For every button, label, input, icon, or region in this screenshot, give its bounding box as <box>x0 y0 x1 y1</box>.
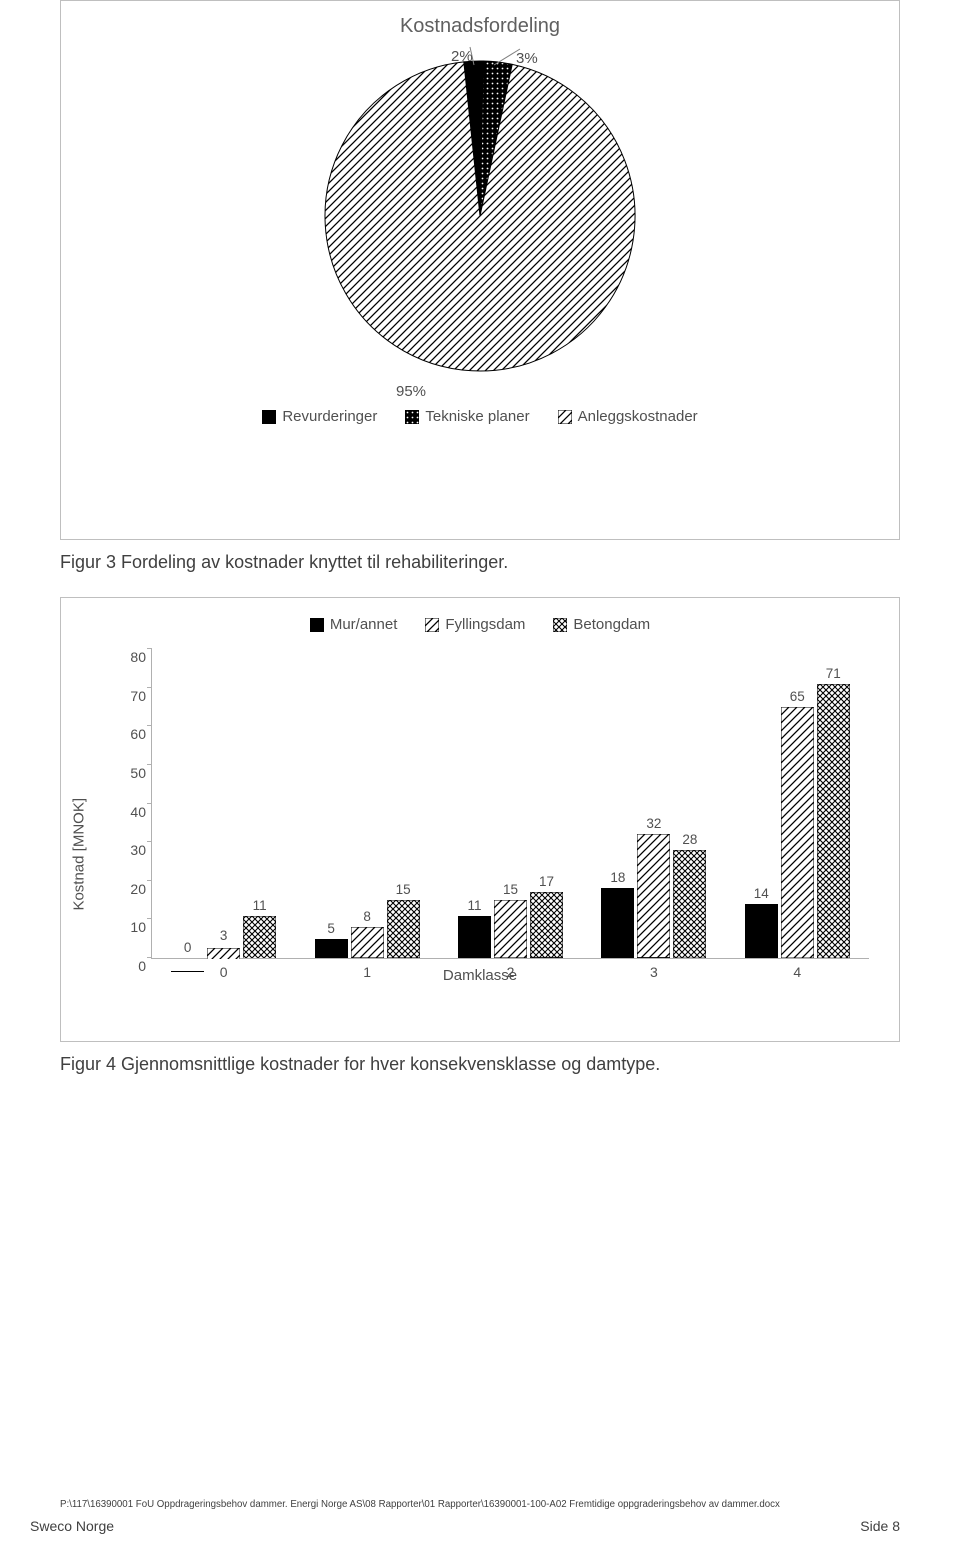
bar-value-label: 28 <box>682 832 697 847</box>
ytick-mark <box>147 648 152 649</box>
pie-legend-item: Revurderinger <box>262 408 377 425</box>
ytick-mark <box>147 725 152 726</box>
bar-value-label: 3 <box>220 928 228 943</box>
ytick-label: 40 <box>116 804 146 820</box>
bar-value-label: 71 <box>826 666 841 681</box>
pie-svg <box>310 46 650 386</box>
swatch-diag-icon <box>425 618 439 632</box>
bar: 71 <box>817 684 850 958</box>
pie-legend: Revurderinger Tekniske planer Anleggskos… <box>61 408 899 441</box>
bar-value-label: 65 <box>790 689 805 704</box>
pie-legend-label: Revurderinger <box>282 408 377 425</box>
ytick-label: 80 <box>116 649 146 665</box>
bar: 5 <box>315 939 348 958</box>
figure4-caption: Figur 4 Gjennomsnittlige kostnader for h… <box>60 1054 900 1075</box>
bar: 28 <box>673 850 706 958</box>
ytick-mark <box>147 764 152 765</box>
bar-value-label: 11 <box>253 898 267 913</box>
bar: 11 <box>243 916 276 958</box>
bar-value-label: 14 <box>754 886 769 901</box>
bar: 32 <box>637 834 670 958</box>
ytick-mark <box>147 803 152 804</box>
bar-value-label: 32 <box>646 816 661 831</box>
xtick-label: 0 <box>220 964 228 980</box>
swatch-diag-icon <box>558 410 572 424</box>
ytick-mark <box>147 841 152 842</box>
xtick-label: 2 <box>507 964 515 980</box>
bar-legend-label: Mur/annet <box>330 616 398 633</box>
pie-legend-item: Tekniske planer <box>405 408 529 425</box>
bar-legend: Mur/annet Fyllingsdam Betongdam <box>61 598 899 639</box>
bar-xlabel: Damklasse <box>61 967 899 996</box>
ytick-label: 10 <box>116 919 146 935</box>
ytick-label: 60 <box>116 726 146 742</box>
bar-chart-box: Mur/annet Fyllingsdam Betongdam Kostnad … <box>60 597 900 1042</box>
ytick-label: 50 <box>116 765 146 781</box>
bar: 17 <box>530 892 563 958</box>
ytick-mark <box>147 880 152 881</box>
pie-chart-box: Kostnadsfordeling 2% 3% 95% Revurderinge… <box>60 0 900 540</box>
bar-ylabel: Kostnad [MNOK] <box>71 798 88 911</box>
footer-path: P:\117\16390001 FoU Oppdrageringsbehov d… <box>60 1499 780 1510</box>
pie-callout-1: 3% <box>516 50 538 67</box>
footer-left: Sweco Norge <box>30 1518 114 1534</box>
bar-legend-label: Fyllingsdam <box>445 616 525 633</box>
footer-right: Side 8 <box>860 1518 900 1534</box>
swatch-solid-icon <box>262 410 276 424</box>
xtick-label: 3 <box>650 964 658 980</box>
ytick-label: 30 <box>116 842 146 858</box>
bar-value-label: 0 <box>184 940 192 955</box>
bar-value-label: 5 <box>327 921 335 936</box>
figure3-caption: Figur 3 Fordeling av kostnader knyttet t… <box>60 552 900 573</box>
pie-legend-label: Tekniske planer <box>425 408 529 425</box>
ytick-label: 0 <box>116 958 146 974</box>
bar-plot: 0102030405060708000311158152111517318322… <box>151 649 869 959</box>
bar: 14 <box>745 904 778 958</box>
bar-value-label: 8 <box>363 909 371 924</box>
bar: 15 <box>494 900 527 958</box>
ytick-label: 70 <box>116 688 146 704</box>
bar: 8 <box>351 927 384 958</box>
pie-wrap: 2% 3% 95% <box>61 38 899 408</box>
pie-callout-2: 95% <box>396 383 426 400</box>
xtick-label: 4 <box>793 964 801 980</box>
bar: 15 <box>387 900 420 958</box>
bar-legend-item: Betongdam <box>553 616 650 633</box>
bar-legend-item: Fyllingsdam <box>425 616 525 633</box>
bar-value-label: 18 <box>610 870 625 885</box>
bar-chart-area: 0102030405060708000311158152111517318322… <box>151 649 869 959</box>
swatch-weave-icon <box>553 618 567 632</box>
pie-legend-label: Anleggskostnader <box>578 408 698 425</box>
pie-callout-0: 2% <box>451 48 473 65</box>
ytick-label: 20 <box>116 881 146 897</box>
pie-legend-item: Anleggskostnader <box>558 408 698 425</box>
bar: 11 <box>458 916 491 958</box>
bar: 18 <box>601 888 634 958</box>
bar-value-label: 15 <box>503 882 518 897</box>
xtick-label: 1 <box>363 964 371 980</box>
bar: 65 <box>781 707 814 958</box>
bar-legend-label: Betongdam <box>573 616 650 633</box>
bar-value-label: 15 <box>396 882 411 897</box>
swatch-solid-icon <box>310 618 324 632</box>
bar-value-label: 17 <box>539 874 554 889</box>
bar-value-label: 11 <box>467 898 481 913</box>
bar-legend-item: Mur/annet <box>310 616 398 633</box>
swatch-dots-icon <box>405 410 419 424</box>
ytick-mark <box>147 957 152 958</box>
pie-title: Kostnadsfordeling <box>61 1 899 38</box>
ytick-mark <box>147 687 152 688</box>
ytick-mark <box>147 918 152 919</box>
bar: 3 <box>207 946 240 958</box>
